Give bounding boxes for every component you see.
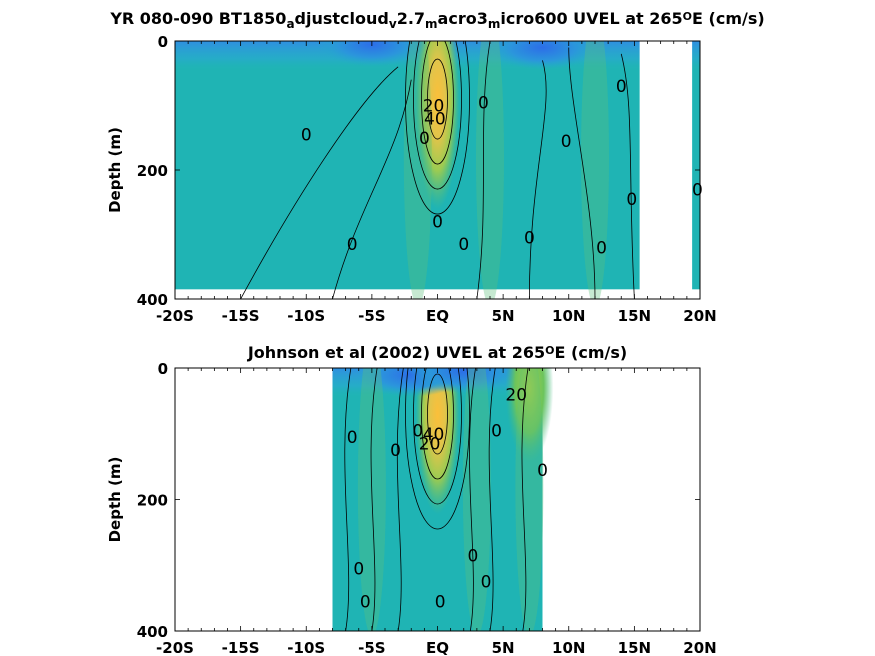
- contour-zero: [620, 53, 635, 299]
- y-tick-label: 400: [137, 291, 168, 309]
- contour-label: 0: [435, 592, 446, 612]
- contour-label: 0: [491, 421, 502, 441]
- field-streak: [581, 41, 609, 299]
- x-tick-label: -20S: [156, 307, 194, 325]
- x-tick-label: 15N: [618, 639, 651, 656]
- chart-title: Johnson et al (2002) UVEL at 265OE (cm/s…: [247, 343, 627, 362]
- contour-jet: [421, 41, 454, 165]
- x-tick-label: 20N: [683, 639, 716, 656]
- contour-label: 0: [468, 546, 479, 566]
- contour-zero: [476, 41, 491, 299]
- x-tick-label: -5S: [358, 307, 385, 325]
- field-feature-westward_surface: [487, 41, 598, 70]
- contour-jet: [421, 368, 454, 480]
- contour-label: 0: [537, 461, 548, 481]
- contour-label: 0: [596, 238, 607, 258]
- field-feature-westward_surface: [316, 41, 427, 67]
- contour-zero: [568, 47, 596, 299]
- field-streak: [515, 368, 544, 631]
- contour-jet: [405, 368, 470, 530]
- x-tick-label: EQ: [426, 307, 449, 325]
- contour-label: 0: [626, 190, 637, 210]
- contour-label: 20: [419, 435, 441, 455]
- x-tick-label: 5N: [492, 639, 515, 656]
- x-tick-label: -15S: [222, 639, 260, 656]
- chart-title: YR 080-090 BT1850adjustcloudv2.7macro3mi…: [109, 9, 764, 31]
- contour-label: 0: [347, 235, 358, 255]
- x-tick-label: -10S: [287, 639, 325, 656]
- contour-label: 0: [478, 93, 489, 113]
- x-tick-label: 5N: [492, 307, 515, 325]
- contour-zero: [488, 368, 496, 631]
- contour-jet: [413, 368, 462, 505]
- contour-zero: [469, 368, 476, 631]
- contour-label: 0: [301, 126, 312, 146]
- contour-label: 20: [505, 385, 527, 405]
- contour-label: 0: [412, 421, 423, 441]
- y-tick-label: 0: [158, 360, 168, 378]
- y-axis-label: Depth (m): [106, 127, 124, 213]
- x-tick-label: -10S: [287, 307, 325, 325]
- x-tick-label: 10N: [552, 307, 585, 325]
- contour-label: 0: [692, 180, 703, 200]
- y-tick-label: 200: [137, 492, 168, 510]
- contour-lines: [240, 41, 635, 299]
- contour-label: 40: [424, 109, 446, 129]
- missing-data: [639, 41, 693, 299]
- contour-label: 0: [360, 592, 371, 612]
- x-tick-label: 20N: [683, 307, 716, 325]
- x-tick-label: EQ: [426, 639, 449, 656]
- contour-zero: [396, 368, 404, 631]
- contour-label: 0: [561, 132, 572, 152]
- x-tick-label: -5S: [358, 639, 385, 656]
- contour-zero: [521, 368, 529, 631]
- x-tick-label: -20S: [156, 639, 194, 656]
- contour-zero: [528, 60, 547, 299]
- contour-jet: [405, 41, 470, 215]
- contour-label: 40: [423, 425, 445, 445]
- contour-lines: [344, 368, 529, 631]
- contour-zero: [240, 66, 399, 299]
- field-streak: [476, 41, 504, 299]
- contour-jet: [427, 58, 448, 140]
- field-feature-jet_core: [415, 368, 460, 514]
- field-layer: [175, 41, 700, 299]
- contour-jet: [427, 373, 448, 455]
- contour-label: 20: [423, 97, 445, 117]
- x-tick-label: 10N: [552, 639, 585, 656]
- field-feature-jet_core: [415, 41, 460, 210]
- contour-zero: [370, 368, 378, 631]
- contour-label: 0: [353, 560, 364, 580]
- y-tick-label: 0: [158, 33, 168, 51]
- contour-label: 0: [347, 428, 358, 448]
- contour-label: 0: [481, 573, 492, 593]
- contour-label: 0: [524, 229, 535, 249]
- field-streak: [403, 41, 432, 299]
- y-tick-label: 200: [137, 162, 168, 180]
- field-feature-eastward_surface: [505, 368, 554, 463]
- contour-zero: [344, 368, 352, 631]
- contour-label: 0: [616, 77, 627, 97]
- contour-label: 0: [419, 129, 430, 149]
- contour-zero: [332, 79, 412, 299]
- x-tick-label: -15S: [222, 307, 260, 325]
- y-tick-label: 400: [137, 623, 168, 641]
- contour-label: 0: [390, 441, 401, 461]
- x-tick-label: 15N: [618, 307, 651, 325]
- contour-label: 0: [458, 235, 469, 255]
- contour-jet: [413, 41, 462, 190]
- field-layer: [332, 368, 554, 631]
- y-axis-label: Depth (m): [106, 457, 124, 543]
- contour-label: 0: [432, 213, 443, 233]
